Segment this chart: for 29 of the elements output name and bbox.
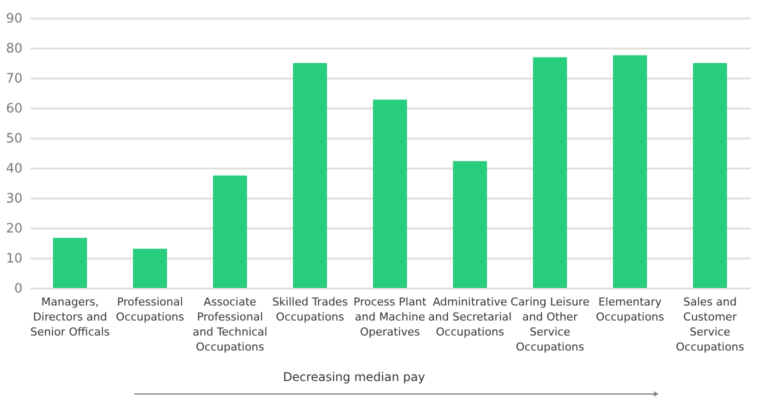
- x-tick-label: Managers, Directors and Senior Officals: [30, 296, 110, 338]
- bar: [693, 63, 727, 288]
- y-tick-label: 90: [6, 12, 22, 26]
- x-tick-label: Process Plant and Machine Operatives: [354, 296, 428, 338]
- text: Decreasing median pay: [282, 370, 426, 384]
- x-tick-label: Professional Occupations: [116, 296, 184, 324]
- y-tick-label: 40: [6, 162, 22, 176]
- y-tick-label: 0: [14, 282, 22, 296]
- y-tick-label: 80: [6, 42, 22, 56]
- x-tick-label: Skilled Trades Occupations: [272, 296, 348, 324]
- bar: [613, 55, 647, 288]
- bar: [53, 238, 87, 288]
- y-tick-label: 50: [6, 132, 22, 146]
- y-tick-label: 30: [6, 192, 22, 206]
- bar: [293, 63, 327, 288]
- x-tick-label: Caring Leisure and Other Service Occupations: [510, 296, 590, 354]
- y-tick-label: 70: [6, 72, 22, 86]
- bar: [533, 57, 567, 288]
- x-tick-label: Associate Professional and Technical Occupations: [192, 296, 268, 354]
- bar: [453, 161, 487, 288]
- x-tick-label: Sales and Customer Service Occupations: [676, 296, 744, 354]
- y-tick-label: 20: [6, 222, 22, 236]
- x-tick-label: Adminitrative and Secretarial Occupations: [428, 296, 512, 338]
- bar: [133, 248, 167, 288]
- bar: [213, 176, 247, 288]
- bar: [373, 100, 407, 288]
- y-tick-label: 10: [6, 252, 22, 266]
- y-tick-label: 60: [6, 102, 22, 116]
- x-tick-label: Elementary Occupations: [596, 296, 664, 324]
